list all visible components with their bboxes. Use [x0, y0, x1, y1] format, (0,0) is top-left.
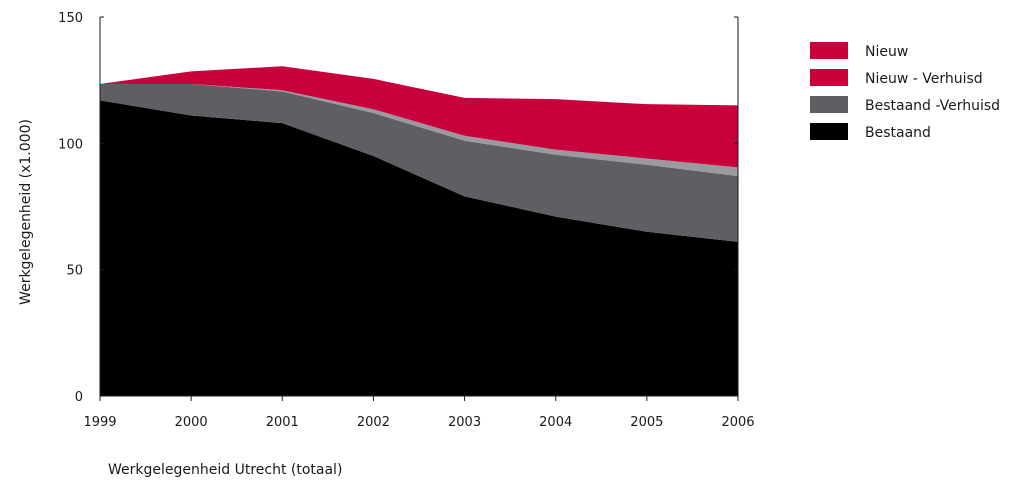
legend-label-bestaand-verhuisd: Bestaand -Verhuisd	[865, 98, 1000, 114]
legend-swatch-bestaand	[810, 123, 848, 140]
area-bestaand-verhuisd	[100, 83, 738, 242]
legend-label-nieuw-verhuisd: Nieuw - Verhuisd	[865, 71, 983, 87]
y-tick-label: 0	[75, 390, 83, 405]
y-tick-label: 100	[58, 137, 83, 152]
area-nieuw	[100, 66, 738, 168]
legend-label-bestaand: Bestaand	[865, 125, 931, 141]
axes	[99, 17, 739, 397]
area-bestaand	[100, 100, 738, 396]
legend-label-nieuw: Nieuw	[865, 44, 908, 60]
legend-swatch-nieuw	[810, 42, 848, 59]
area-nieuw-verhuisd	[100, 83, 738, 177]
y-axis-label: Werkgelegenheid (x1.000)	[18, 119, 34, 305]
y-tick-labels: 0 50 100 150	[58, 11, 738, 405]
x-tick-label: 2002	[357, 415, 390, 430]
x-tick-label: 2003	[448, 415, 481, 430]
chart-caption: Werkgelegenheid Utrecht (totaal)	[108, 462, 342, 478]
legend: Nieuw Nieuw - Verhuisd Bestaand -Verhuisd B…	[810, 42, 1000, 141]
y-tick-label: 150	[58, 11, 83, 26]
x-tick-label: 2001	[266, 415, 299, 430]
legend-swatch-nieuw-verhuisd	[810, 69, 848, 86]
x-tick-label: 2005	[630, 415, 663, 430]
legend-swatch-bestaand-verhuisd	[810, 96, 848, 113]
x-tick-label: 1999	[83, 415, 116, 430]
x-tick-label: 2004	[539, 415, 572, 430]
y-tick-label: 50	[66, 264, 83, 279]
x-tick-label: 2006	[721, 415, 754, 430]
x-tick-label: 2000	[175, 415, 208, 430]
area-layers	[100, 66, 738, 396]
x-tick-labels: 1999 2000 2001 2002 2003 2004 2005 2006	[83, 396, 755, 430]
